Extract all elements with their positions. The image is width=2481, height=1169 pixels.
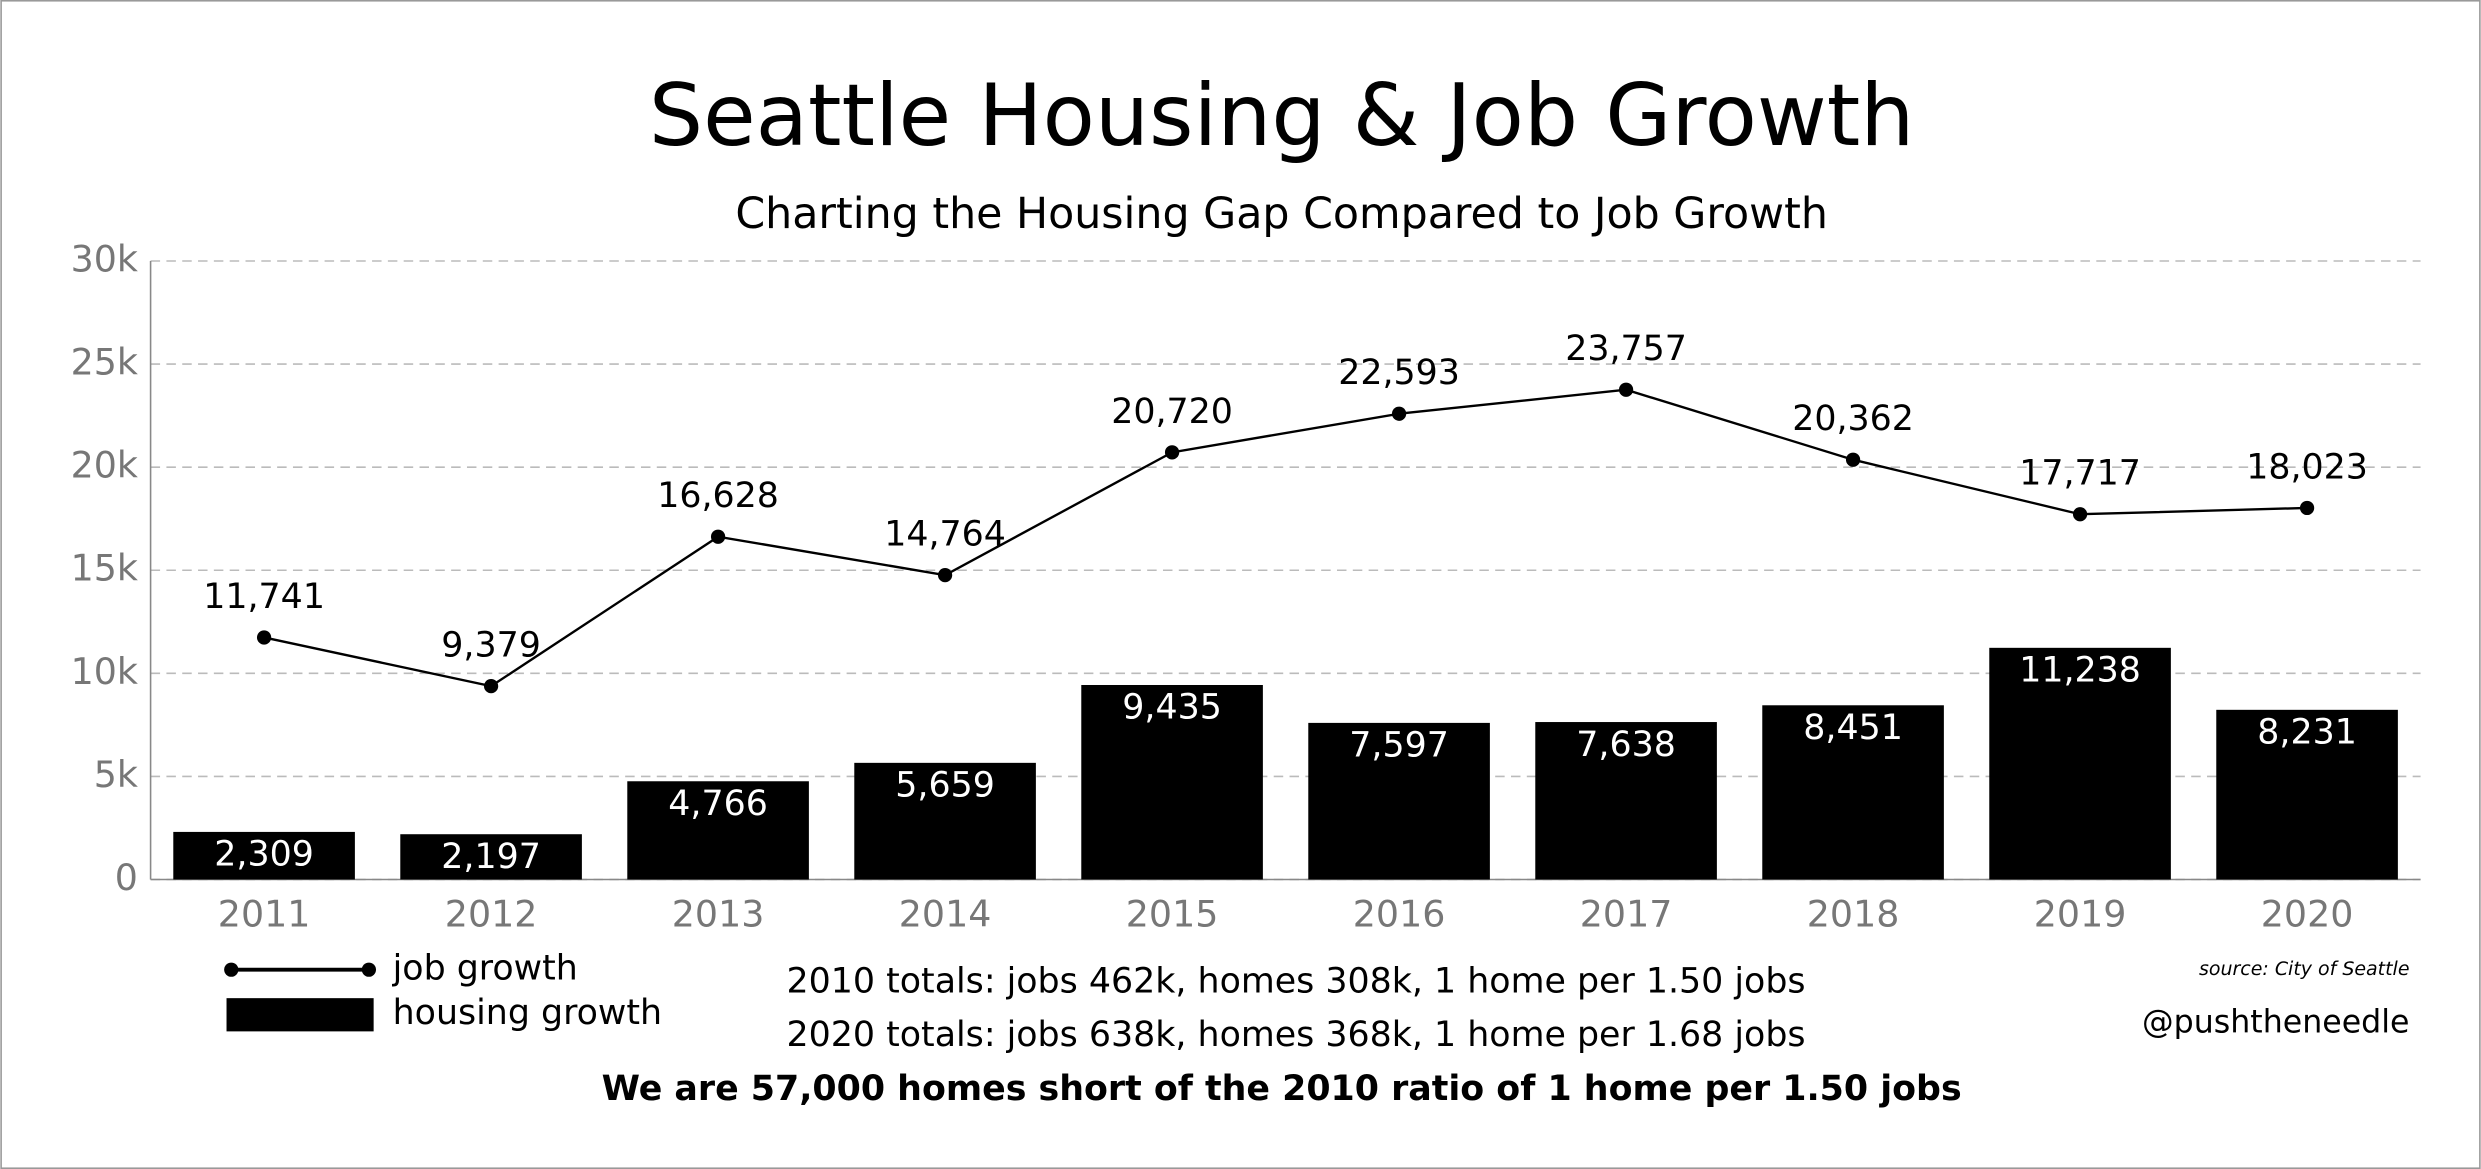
bar: [1989, 647, 2171, 880]
x-tick-label: 2011: [218, 892, 311, 935]
credit: @pushtheneedle: [2142, 1004, 2409, 1040]
line-point: [1845, 452, 1861, 467]
line-point: [483, 679, 499, 694]
y-tick-label: 20k: [71, 444, 138, 487]
y-tick-label: 0: [115, 856, 138, 899]
x-tick-label: 2015: [1126, 892, 1219, 935]
bar-value-label: 7,597: [1349, 726, 1449, 766]
conclusion: We are 57,000 homes short of the 2010 ra…: [602, 1069, 1962, 1109]
x-tick-label: 2018: [1807, 892, 1900, 935]
bar: [1308, 722, 1490, 880]
line-point: [1618, 382, 1634, 397]
line-value-label: 14,764: [884, 515, 1006, 555]
line-point: [2299, 500, 2315, 516]
bar: [1535, 722, 1717, 880]
bar-value-label: 7,638: [1576, 725, 1676, 765]
y-tick-label: 5k: [94, 753, 138, 796]
x-tick-label: 2013: [672, 892, 765, 935]
line-value-label: 23,757: [1565, 329, 1687, 369]
x-tick-label: 2020: [2261, 892, 2354, 935]
line-value-label: 20,720: [1111, 392, 1233, 432]
x-tick-label: 2012: [445, 892, 538, 935]
legend-label: job growth: [392, 949, 578, 989]
bar-value-label: 8,231: [2257, 713, 2357, 753]
line: [263, 388, 2308, 688]
line-point: [1164, 445, 1180, 460]
x-tick-label: 2019: [2034, 892, 2127, 935]
bar-value-label: 11,238: [2019, 651, 2141, 691]
legend-label: housing growth: [393, 993, 662, 1033]
y-tick-label: 15k: [71, 547, 138, 590]
legend-swatch: [226, 998, 374, 1032]
x-tick-label: 2017: [1580, 892, 1673, 935]
line-point: [256, 630, 272, 645]
bar-value-label: 4,766: [668, 784, 768, 824]
line-value-label: 17,717: [2019, 454, 2141, 494]
bar-value-label: 2,309: [214, 835, 314, 875]
line-value-label: 22,593: [1338, 353, 1460, 393]
bar-value-label: 9,435: [1122, 688, 1222, 728]
y-tick-label: 30k: [71, 238, 138, 281]
line-value-label: 18,023: [2246, 447, 2368, 487]
y-tick-label: 25k: [71, 341, 138, 384]
bar: [400, 834, 582, 880]
bar: [1762, 705, 1944, 880]
bar: [854, 762, 1036, 880]
bar: [2216, 709, 2398, 880]
y-tick-label: 10k: [71, 650, 138, 693]
legend-swatch: [361, 962, 377, 977]
chart-title: Seattle Housing & Job Growth: [649, 67, 1915, 166]
line-value-label: 11,741: [203, 577, 325, 617]
x-tick-label: 2014: [899, 892, 992, 935]
line-value-label: 9,379: [441, 626, 541, 666]
bar-value-label: 2,197: [441, 837, 541, 877]
note: 2020 totals: jobs 638k, homes 368k, 1 ho…: [787, 1015, 1806, 1055]
legend-swatch: [224, 962, 239, 977]
note: 2010 totals: jobs 462k, homes 308k, 1 ho…: [787, 961, 1806, 1001]
line-value-label: 16,628: [657, 476, 779, 516]
bar-value-label: 5,659: [895, 766, 995, 806]
line-point: [710, 529, 726, 544]
line-point: [937, 568, 953, 583]
line-value-label: 20,362: [1792, 399, 1914, 439]
line-point: [1391, 406, 1407, 421]
bar: [173, 831, 355, 880]
source: source: City of Seattle: [2199, 958, 2410, 980]
bar: [627, 781, 809, 880]
bar: [1081, 684, 1263, 880]
x-tick-label: 2016: [1353, 892, 1446, 935]
chart-subtitle: Charting the Housing Gap Compared to Job…: [735, 189, 1828, 239]
line-point: [2072, 507, 2088, 522]
bar-value-label: 8,451: [1803, 708, 1903, 748]
